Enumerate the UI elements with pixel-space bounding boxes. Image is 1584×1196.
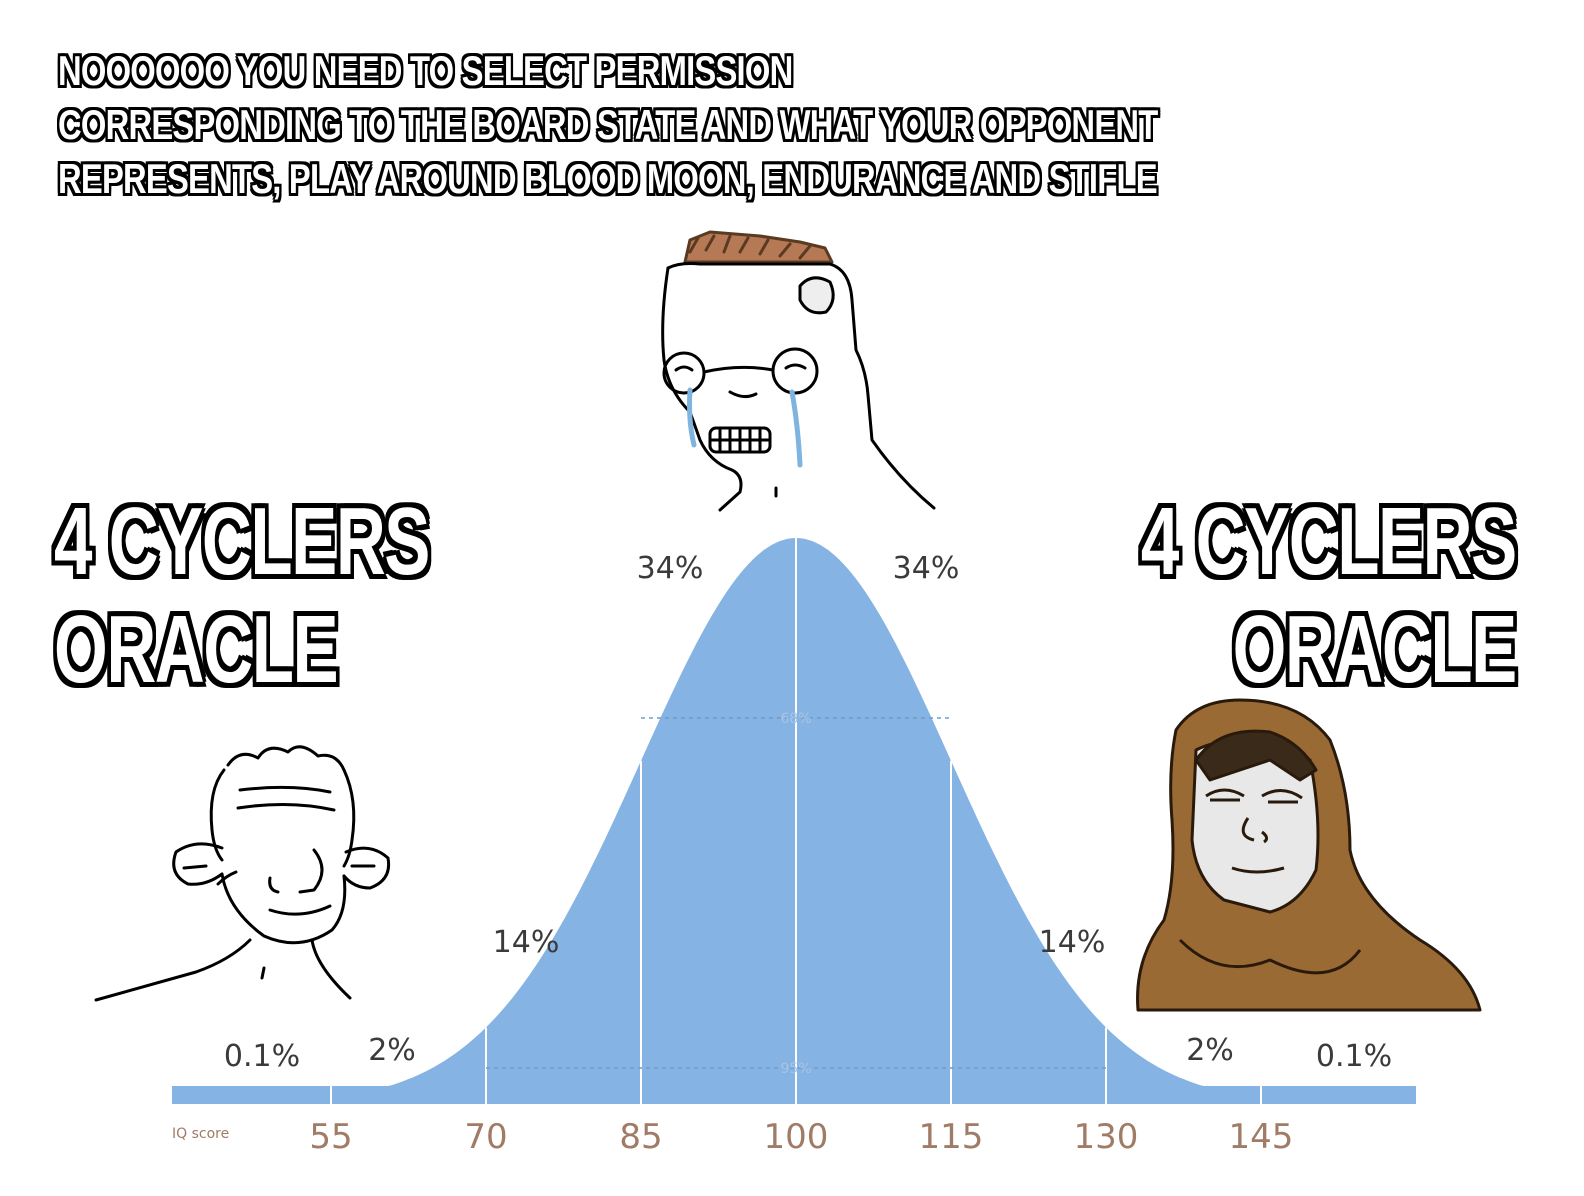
x-tick-115: 115 [919, 1117, 984, 1157]
x-tick-100: 100 [764, 1117, 829, 1157]
band-label-3: 34% [637, 551, 704, 586]
top-caption: NOOOOOO YOU NEED TO SELECT PERMISSION CO… [58, 44, 1228, 206]
left-label: 4 CYCLERS ORACLE [54, 488, 430, 704]
left-label-line2: ORACLE [54, 596, 339, 703]
caption-line-3: REPRESENTS, PLAY AROUND BLOOD MOON, ENDU… [58, 155, 1158, 202]
caption-line-2: CORRESPONDING TO THE BOARD STATE AND WHA… [58, 101, 1158, 148]
band-label-1: 2% [368, 1033, 416, 1068]
sd-divider-lines [330, 538, 1262, 1104]
x-axis-label: IQ score [172, 1126, 229, 1142]
x-tick-55: 55 [309, 1117, 352, 1157]
inner-95-label: 95% [780, 1061, 811, 1077]
simple-wojak-icon [94, 745, 391, 1002]
band-label-7: 0.1% [1316, 1039, 1392, 1074]
caption-line-1: NOOOOOO YOU NEED TO SELECT PERMISSION [58, 47, 793, 94]
band-label-4: 34% [893, 551, 960, 586]
x-tick-85: 85 [619, 1117, 662, 1157]
band-label-0: 0.1% [224, 1039, 300, 1074]
x-tick-70: 70 [464, 1117, 507, 1157]
crying-glasses-wojak-icon [661, 230, 936, 512]
right-label: 4 CYCLERS ORACLE [1141, 488, 1518, 704]
right-label-line1: 4 CYCLERS [1141, 488, 1517, 595]
inner-68-label: 68% [780, 711, 811, 727]
x-tick-130: 130 [1074, 1117, 1139, 1157]
bell-curve-area [172, 538, 1416, 1104]
hooded-monk-icon [1136, 698, 1482, 1012]
band-label-5: 14% [1039, 925, 1106, 960]
band-label-6: 2% [1186, 1033, 1234, 1068]
band-label-2: 14% [493, 925, 560, 960]
right-label-line2: ORACLE [1232, 596, 1518, 703]
left-label-line1: 4 CYCLERS [54, 488, 430, 595]
x-tick-145: 145 [1229, 1117, 1294, 1157]
